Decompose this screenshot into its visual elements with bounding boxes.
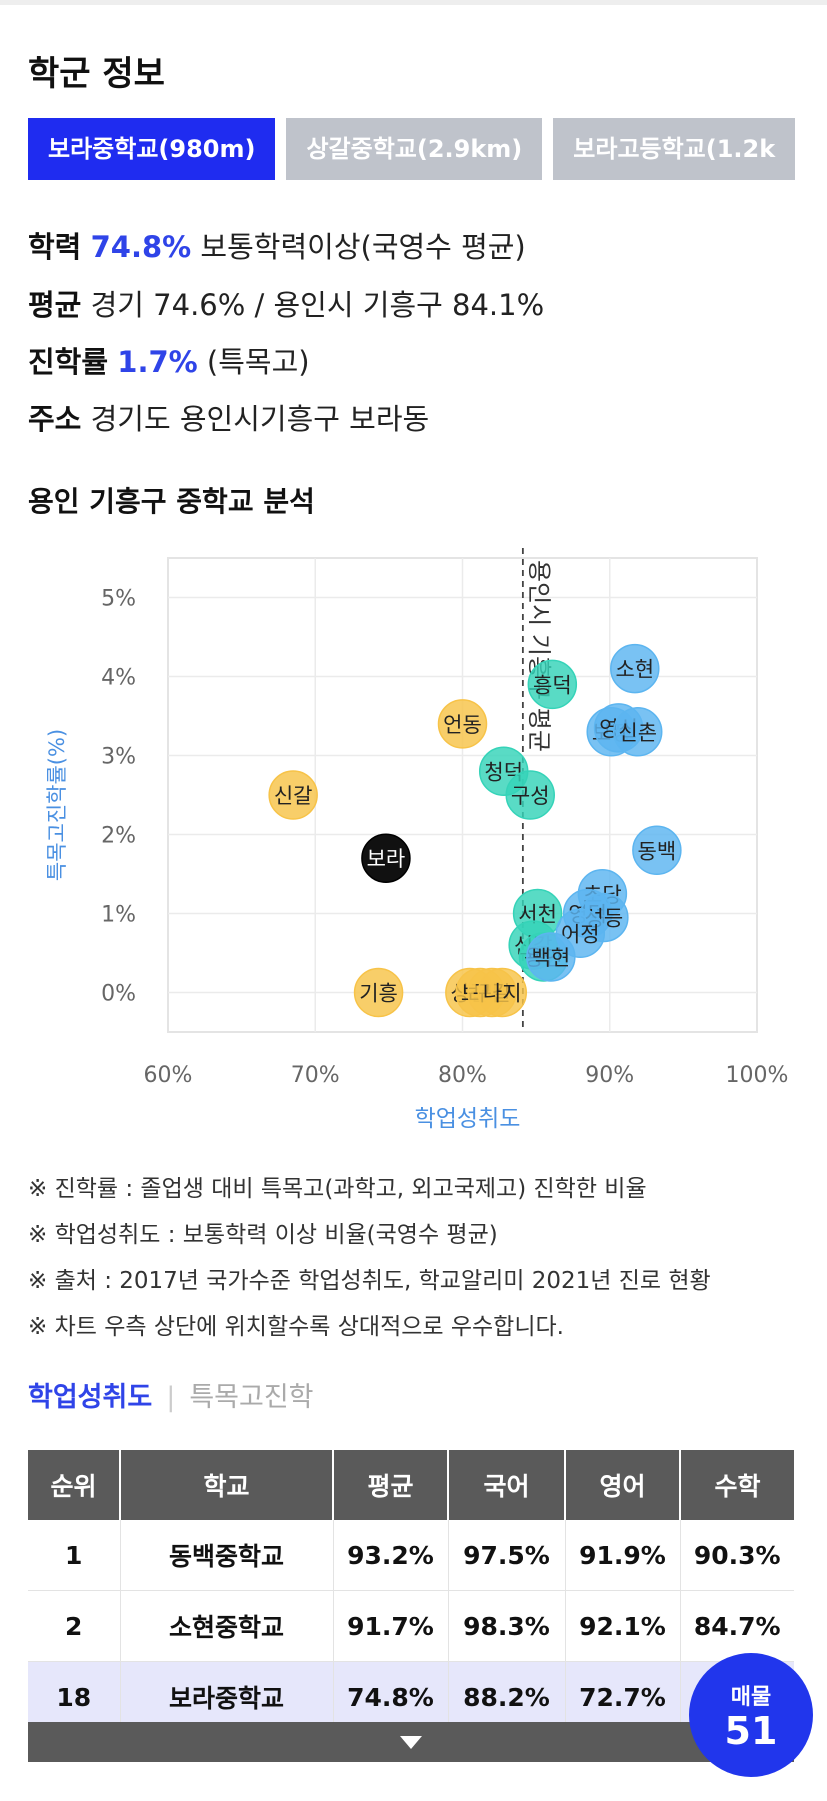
y-tick-label: 0% <box>101 982 136 1007</box>
y-tick-label: 2% <box>101 824 136 849</box>
note-advance-rate: ※ 진학률 : 졸업생 대비 특목고(과학고, 외고국제고) 진학한 비율 <box>28 1176 647 1202</box>
note-source: ※ 출처 : 2017년 국가수준 학업성취도, 학교알리미 2021년 진로 … <box>28 1268 711 1294</box>
point-label: 소현 <box>615 658 654 682</box>
y-tick-label: 5% <box>101 587 136 612</box>
info-academic-label: 학력 <box>28 230 82 264</box>
x-axis-label: 학업성취도 <box>415 1106 521 1130</box>
point-label: 보라 <box>367 847 406 871</box>
ranking-subtabs: 학업성취도 | 특목고진학 <box>28 1375 314 1414</box>
cell-school: 소현중학교 <box>120 1590 334 1662</box>
y-axis-label: 특목고진학률(%) <box>45 729 69 881</box>
x-tick-label: 60% <box>144 1063 193 1088</box>
table-row: 2 소현중학교 91.7% 98.3% 92.1% 84.7% <box>28 1590 794 1662</box>
x-tick-label: 90% <box>585 1063 634 1088</box>
y-tick-label: 3% <box>101 745 136 770</box>
expand-table-button[interactable] <box>28 1722 794 1762</box>
scatter-point <box>437 699 488 749</box>
point-label: 백현 <box>532 946 571 970</box>
cell-average: 91.7% <box>333 1590 449 1662</box>
point-label: 나지 <box>483 982 522 1006</box>
cell-english: 92.1% <box>565 1590 681 1662</box>
point-label: 흥덕 <box>533 673 572 697</box>
scatter-point <box>477 967 528 1018</box>
scatter-point <box>632 825 682 876</box>
x-tick-label: 80% <box>438 1063 487 1088</box>
subtab-special-high[interactable]: 특목고진학 <box>189 1382 314 1413</box>
top-divider <box>0 0 827 5</box>
reference-line-label: 용인시 기흥구 평균 <box>525 560 553 752</box>
listings-fab-button[interactable]: 매물 51 <box>689 1653 813 1777</box>
fab-label: 매물 <box>730 1685 772 1710</box>
header-english: 영어 <box>565 1450 681 1520</box>
fab-count: 51 <box>724 1709 778 1753</box>
point-label: 동백 <box>638 839 677 863</box>
point-label: 신갈 <box>274 784 313 808</box>
point-label: 신촌 <box>618 721 657 745</box>
info-address-label: 주소 <box>28 402 82 436</box>
section-title-school-info: 학군 정보 <box>28 54 165 94</box>
chart-svg: 0% 1% 2% 3% 4% 5% 60% 70% 80% 90% 100% 학업성취도 특목고진학률(… <box>45 548 789 1132</box>
scatter-point <box>361 833 411 883</box>
subtab-achievement[interactable]: 학업성취도 <box>28 1382 153 1413</box>
scatter-point <box>610 643 660 694</box>
x-tick-label: 70% <box>291 1063 340 1088</box>
cell-korean: 97.5% <box>448 1520 566 1591</box>
cell-korean: 98.3% <box>448 1590 566 1662</box>
cell-korean: 88.2% <box>448 1661 566 1733</box>
table-row: 1 동백중학교 93.2% 97.5% 91.9% 90.3% <box>28 1520 794 1591</box>
info-average-text: 경기 74.6% / 용인시 기흥구 84.1% <box>90 288 545 322</box>
scatter-point <box>505 770 555 820</box>
y-tick-label: 1% <box>101 903 136 928</box>
ranking-table: 순위 학교 평균 국어 영어 수학 1 동백중학교 93.2% 97.5% 91… <box>28 1450 794 1733</box>
header-korean: 국어 <box>448 1450 566 1520</box>
point-label: 구성 <box>511 784 550 808</box>
info-address-text: 경기도 용인시기흥구 보라동 <box>90 402 430 436</box>
tab-sanggal-middle[interactable]: 상갈중학교(2.9km) <box>286 118 543 180</box>
x-tick-label: 100% <box>726 1063 789 1088</box>
table-header-row: 순위 학교 평균 국어 영어 수학 <box>28 1450 794 1520</box>
info-advance: 진학률 1.7% (특목고) <box>28 339 310 381</box>
info-address: 주소 경기도 용인시기흥구 보라동 <box>28 396 429 438</box>
header-school: 학교 <box>120 1450 334 1520</box>
cell-school: 보라중학교 <box>120 1661 334 1733</box>
info-academic-value: 74.8% <box>90 230 192 264</box>
scatter-point <box>268 770 318 820</box>
tab-bora-middle[interactable]: 보라중학교(980m) <box>28 118 276 180</box>
scatter-chart: 0% 1% 2% 3% 4% 5% 60% 70% 80% 90% 100% 학업성취도 특목고진학률(… <box>0 540 827 1132</box>
cell-rank: 18 <box>28 1661 121 1733</box>
header-rank: 순위 <box>28 1450 121 1520</box>
cell-math: 84.7% <box>680 1590 794 1662</box>
header-math: 수학 <box>680 1450 794 1520</box>
cell-rank: 1 <box>28 1520 121 1591</box>
header-average: 평균 <box>333 1450 449 1520</box>
subtab-separator: | <box>166 1382 176 1413</box>
scatter-point <box>526 932 576 982</box>
point-label: 언동 <box>443 713 482 737</box>
cell-english: 91.9% <box>565 1520 681 1591</box>
info-average: 평균 경기 74.6% / 용인시 기흥구 84.1% <box>28 282 544 324</box>
school-tabs: 보라중학교(980m) 상갈중학교(2.9km) 보라고등학교(1.2k <box>28 118 798 180</box>
analysis-title: 용인 기흥구 중학교 분석 <box>28 485 315 518</box>
info-advance-value: 1.7% <box>117 345 198 379</box>
notes: ※ 진학률 : 졸업생 대비 특목고(과학고, 외고국제고) 진학한 비율 ※ … <box>28 1166 711 1350</box>
scatter-point <box>612 707 663 757</box>
info-advance-desc: (특목고) <box>206 345 310 379</box>
y-tick-label: 4% <box>101 666 136 691</box>
cell-math: 90.3% <box>680 1520 794 1591</box>
cell-rank: 2 <box>28 1590 121 1662</box>
scatter-point <box>527 659 578 710</box>
cell-average: 93.2% <box>333 1520 449 1591</box>
point-label: 기흥 <box>359 982 398 1006</box>
note-achievement: ※ 학업성취도 : 보통학력 이상 비율(국영수 평균) <box>28 1222 498 1248</box>
tab-bora-high[interactable]: 보라고등학교(1.2k <box>553 118 796 180</box>
cell-school: 동백중학교 <box>120 1520 334 1591</box>
info-advance-label: 진학률 <box>28 345 109 379</box>
info-academic-desc: 보통학력이상(국영수 평균) <box>200 230 526 264</box>
note-chart-hint: ※ 차트 우측 상단에 위치할수록 상대적으로 우수합니다. <box>28 1314 564 1340</box>
info-average-label: 평균 <box>28 288 82 322</box>
chevron-down-icon <box>400 1736 422 1749</box>
info-academic: 학력 74.8% 보통학력이상(국영수 평균) <box>28 224 526 266</box>
cell-english: 72.7% <box>565 1661 681 1733</box>
scatter-point <box>353 967 404 1018</box>
